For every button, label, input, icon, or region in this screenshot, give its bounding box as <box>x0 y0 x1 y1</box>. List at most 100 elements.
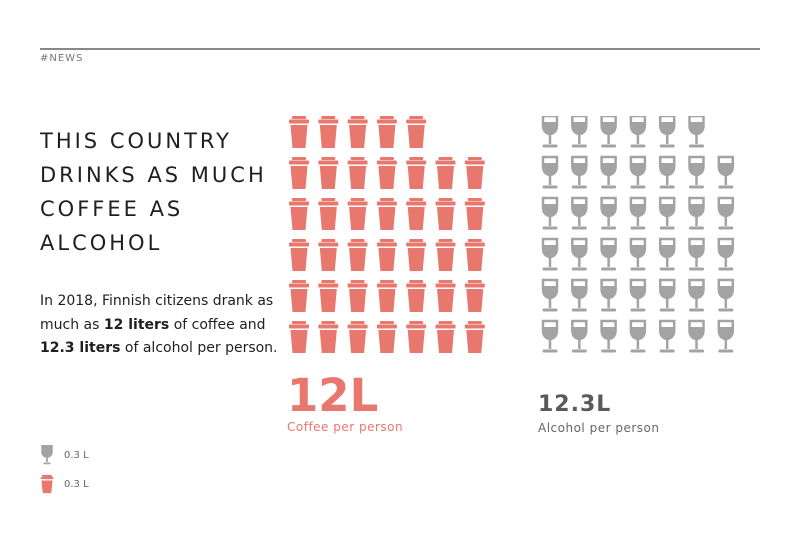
wine-glass-icon <box>571 237 588 271</box>
wine-glass-icon <box>600 278 617 312</box>
wine-glass-icon <box>571 278 588 312</box>
coffee-cup-icon <box>289 116 309 148</box>
coffee-icon-grid <box>289 116 485 353</box>
coffee-cup-icon <box>435 321 456 353</box>
wine-glass-icon <box>600 155 617 189</box>
headline-line: DRINKS AS MUCH <box>40 163 267 187</box>
coffee-cup-icon <box>464 280 485 312</box>
coffee-cup-icon <box>406 321 427 353</box>
body-text-part: In 2018, Finnish citizens drank as much … <box>40 293 274 333</box>
wine-glass-icon <box>41 445 53 465</box>
coffee-cup-icon <box>289 198 309 230</box>
coffee-cup-icon <box>318 321 339 353</box>
wine-glass-icon <box>658 116 676 148</box>
coffee-cup-icon <box>318 116 339 148</box>
legend-item-alcohol: 0.3 L <box>40 444 89 466</box>
coffee-cup-icon <box>347 157 368 189</box>
wine-glass-icon <box>717 278 735 312</box>
wine-glass-icon <box>541 196 559 230</box>
coffee-cup-icon <box>435 198 456 230</box>
coffee-cup-icon <box>347 321 368 353</box>
coffee-cup-icon <box>347 198 368 230</box>
coffee-cup-icon <box>289 280 309 312</box>
wine-glass-icon <box>571 319 588 353</box>
wine-glass-icon <box>688 319 705 353</box>
coffee-cup-icon <box>435 280 456 312</box>
top-rule <box>40 48 760 50</box>
coffee-cup-icon <box>435 157 456 189</box>
coffee-cup-icon <box>406 280 427 312</box>
coffee-cup-icon <box>40 474 54 494</box>
wine-glass-icon <box>629 116 647 148</box>
wine-glass-icon <box>688 278 705 312</box>
coffee-cup-icon <box>318 239 339 271</box>
wine-glass-icon <box>541 237 559 271</box>
coffee-cup-icon <box>464 321 485 353</box>
wine-glass-icon <box>717 155 735 189</box>
coffee-cup-icon <box>376 198 397 230</box>
wine-glass-icon <box>541 319 559 353</box>
wine-glass-icon <box>629 319 647 353</box>
coffee-value: 12L <box>287 369 379 422</box>
coffee-cup-icon <box>464 157 485 189</box>
alcohol-icon-grid <box>541 116 735 353</box>
coffee-cup-icon <box>347 280 368 312</box>
wine-glass-icon <box>629 155 647 189</box>
coffee-cup-icon <box>347 239 368 271</box>
wine-glass-icon <box>688 116 705 148</box>
wine-glass-icon <box>571 116 588 148</box>
coffee-cup-icon <box>435 239 456 271</box>
coffee-cup-icon <box>376 239 397 271</box>
legend-label: 0.3 L <box>64 449 89 461</box>
alcohol-value: 12.3L <box>538 392 612 417</box>
wine-glass-icon <box>600 116 617 148</box>
wine-glass-icon <box>717 319 735 353</box>
wine-glass-icon <box>600 319 617 353</box>
body-highlight-coffee: 12 liters <box>103 316 170 333</box>
coffee-cup-icon <box>406 116 427 148</box>
news-tag: #NEWS <box>40 53 84 64</box>
coffee-cup-icon <box>376 321 397 353</box>
wine-glass-icon <box>541 116 559 148</box>
coffee-cup-icon <box>376 280 397 312</box>
headline-line: COFFEE AS <box>40 197 184 221</box>
coffee-cup-icon <box>289 157 309 189</box>
headline: THIS COUNTRY DRINKS AS MUCH COFFEE AS AL… <box>40 124 280 260</box>
coffee-cup-icon <box>376 116 397 148</box>
coffee-cup-icon <box>318 280 339 312</box>
legend-label: 0.3 L <box>64 478 89 490</box>
body-text-part: of coffee and <box>169 316 266 333</box>
coffee-cup-icon <box>318 157 339 189</box>
wine-glass-icon <box>658 155 676 189</box>
wine-glass-icon <box>658 319 676 353</box>
coffee-caption: Coffee per person <box>287 420 404 434</box>
wine-glass-icon <box>600 237 617 271</box>
alcohol-caption: Alcohol per person <box>538 421 660 435</box>
wine-glass-icon <box>717 196 735 230</box>
wine-glass-icon <box>541 155 559 189</box>
coffee-cup-icon <box>347 116 368 148</box>
wine-glass-icon <box>688 237 705 271</box>
wine-glass-icon <box>629 196 647 230</box>
wine-glass-icon <box>629 278 647 312</box>
wine-glass-icon <box>688 196 705 230</box>
coffee-cup-icon <box>376 157 397 189</box>
coffee-cup-icon <box>406 239 427 271</box>
wine-glass-icon <box>571 196 588 230</box>
wine-glass-icon <box>629 237 647 271</box>
coffee-cup-icon <box>464 239 485 271</box>
body-paragraph: In 2018, Finnish citizens drank as much … <box>40 290 280 361</box>
wine-glass-icon <box>688 155 705 189</box>
body-text-part: of alcohol per person. <box>120 340 278 356</box>
wine-glass-icon <box>600 196 617 230</box>
wine-glass-icon <box>658 196 676 230</box>
wine-glass-icon <box>571 155 588 189</box>
wine-glass-icon <box>717 237 735 271</box>
wine-glass-icon <box>658 278 676 312</box>
legend-item-coffee: 0.3 L <box>40 473 89 495</box>
coffee-cup-icon <box>406 157 427 189</box>
coffee-cup-icon <box>406 198 427 230</box>
wine-glass-icon <box>658 237 676 271</box>
body-highlight-alcohol: 12.3 liters <box>40 340 121 356</box>
coffee-cup-icon <box>464 198 485 230</box>
